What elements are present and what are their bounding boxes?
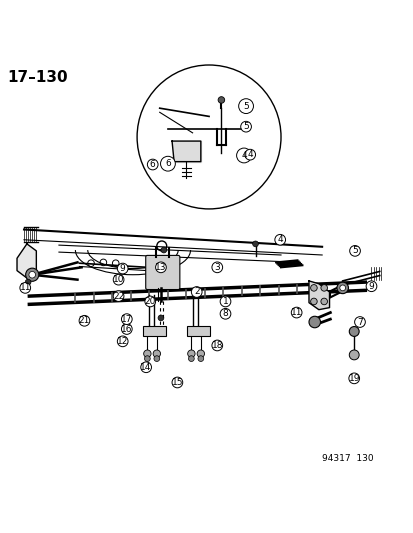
Circle shape bbox=[310, 298, 316, 305]
Text: 8: 8 bbox=[222, 309, 228, 318]
Circle shape bbox=[310, 285, 316, 291]
Circle shape bbox=[143, 350, 151, 358]
Circle shape bbox=[308, 316, 320, 328]
Text: 9: 9 bbox=[119, 264, 125, 273]
Circle shape bbox=[349, 246, 359, 256]
Circle shape bbox=[145, 296, 155, 307]
Circle shape bbox=[20, 282, 31, 293]
Circle shape bbox=[252, 241, 258, 247]
Text: 3: 3 bbox=[214, 263, 220, 272]
Text: 18: 18 bbox=[211, 341, 223, 350]
Text: 5: 5 bbox=[242, 102, 248, 111]
Circle shape bbox=[161, 247, 166, 253]
Circle shape bbox=[153, 350, 160, 358]
Text: 19: 19 bbox=[348, 374, 359, 383]
Text: 6: 6 bbox=[150, 160, 155, 169]
Polygon shape bbox=[17, 244, 36, 278]
Text: 14: 14 bbox=[140, 363, 152, 372]
Circle shape bbox=[188, 356, 194, 361]
Circle shape bbox=[354, 317, 364, 327]
Circle shape bbox=[113, 291, 123, 302]
Bar bbox=[143, 326, 166, 336]
Circle shape bbox=[320, 285, 327, 291]
Circle shape bbox=[336, 282, 348, 294]
Circle shape bbox=[29, 271, 36, 278]
Circle shape bbox=[339, 285, 345, 291]
Text: 22: 22 bbox=[113, 292, 124, 301]
Text: 20: 20 bbox=[144, 297, 156, 306]
Circle shape bbox=[349, 327, 358, 336]
Text: 4: 4 bbox=[247, 150, 252, 159]
Circle shape bbox=[191, 287, 202, 297]
Circle shape bbox=[218, 96, 224, 103]
Text: 17: 17 bbox=[121, 314, 132, 324]
Circle shape bbox=[238, 99, 253, 114]
Circle shape bbox=[365, 281, 376, 292]
Text: 6: 6 bbox=[165, 159, 171, 168]
Circle shape bbox=[240, 122, 251, 132]
Text: 21: 21 bbox=[78, 316, 90, 325]
Text: 13: 13 bbox=[155, 263, 166, 272]
Circle shape bbox=[320, 298, 327, 305]
Circle shape bbox=[197, 356, 203, 361]
Circle shape bbox=[158, 315, 164, 321]
Circle shape bbox=[79, 316, 90, 326]
Text: 16: 16 bbox=[121, 325, 132, 334]
Text: 9: 9 bbox=[368, 282, 373, 290]
Circle shape bbox=[291, 307, 301, 318]
Circle shape bbox=[26, 268, 39, 281]
Circle shape bbox=[187, 350, 195, 358]
Circle shape bbox=[117, 263, 128, 274]
Text: 4: 4 bbox=[277, 235, 282, 244]
Circle shape bbox=[211, 340, 222, 351]
Circle shape bbox=[236, 148, 251, 163]
Circle shape bbox=[197, 350, 204, 358]
Text: 11: 11 bbox=[19, 284, 31, 293]
Text: 10: 10 bbox=[113, 275, 124, 284]
Circle shape bbox=[154, 356, 159, 361]
Circle shape bbox=[220, 296, 230, 307]
Circle shape bbox=[113, 274, 123, 285]
Circle shape bbox=[117, 336, 128, 346]
Text: 5: 5 bbox=[351, 246, 357, 255]
Text: 94317  130: 94317 130 bbox=[321, 454, 373, 463]
Circle shape bbox=[144, 356, 150, 361]
Circle shape bbox=[274, 235, 285, 245]
Text: 2: 2 bbox=[193, 287, 199, 296]
Text: 1: 1 bbox=[222, 297, 228, 306]
Circle shape bbox=[220, 309, 230, 319]
Text: 4: 4 bbox=[241, 151, 246, 160]
Circle shape bbox=[121, 314, 132, 325]
Circle shape bbox=[121, 324, 132, 334]
Circle shape bbox=[140, 362, 151, 373]
Polygon shape bbox=[172, 141, 200, 161]
Text: 17–130: 17–130 bbox=[7, 70, 68, 85]
Bar bbox=[187, 326, 209, 336]
Text: 11: 11 bbox=[290, 308, 301, 317]
Circle shape bbox=[147, 159, 158, 170]
Text: 15: 15 bbox=[171, 378, 183, 387]
Circle shape bbox=[211, 262, 222, 273]
Circle shape bbox=[172, 377, 182, 388]
Circle shape bbox=[244, 149, 255, 160]
Circle shape bbox=[155, 262, 166, 273]
FancyBboxPatch shape bbox=[145, 255, 179, 289]
Text: 12: 12 bbox=[117, 337, 128, 346]
Circle shape bbox=[349, 350, 358, 360]
Circle shape bbox=[348, 373, 359, 384]
Text: 7: 7 bbox=[356, 318, 362, 327]
Circle shape bbox=[25, 279, 31, 285]
Circle shape bbox=[137, 65, 280, 209]
Polygon shape bbox=[308, 281, 329, 310]
Text: 5: 5 bbox=[242, 122, 248, 131]
Circle shape bbox=[160, 156, 175, 171]
